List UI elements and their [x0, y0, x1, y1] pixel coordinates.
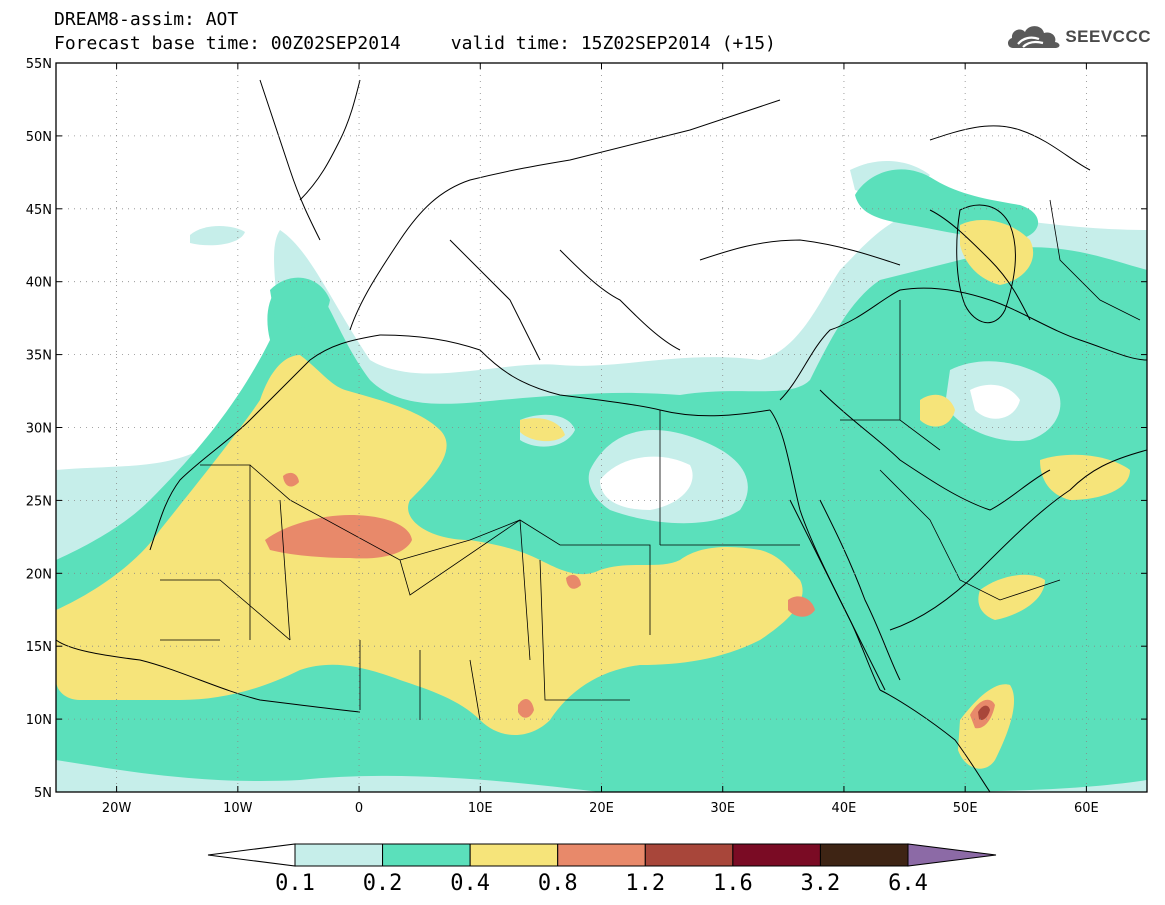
base-time: Forecast base time: 00Z02SEP2014 — [54, 33, 401, 54]
map-title: DREAM8-assim: AOT — [54, 9, 239, 30]
colorbar-label: 1.6 — [713, 871, 753, 896]
cloud-icon — [1008, 26, 1060, 48]
lat-tick-label: 15N — [26, 640, 52, 655]
seevccc-logo: SEEVCCC — [1005, 22, 1151, 52]
aot-level-1.2 — [978, 705, 990, 720]
lon-tick-label: 0 — [355, 801, 363, 816]
colorbar — [207, 843, 997, 867]
colorbar-label: 0.1 — [275, 871, 315, 896]
colorbar-segment — [469, 843, 559, 867]
lat-tick-label: 35N — [26, 349, 52, 364]
lat-tick-label: 25N — [26, 494, 52, 509]
lon-tick-label: 30E — [710, 801, 735, 816]
colorbar-label: 1.2 — [625, 871, 665, 896]
aot-level-0.4 — [56, 220, 1130, 769]
lat-tick-label: 55N — [26, 57, 52, 72]
colorbar-segment — [382, 843, 471, 867]
lon-tick-label: 20E — [589, 801, 614, 816]
lon-tick-label: 10W — [223, 801, 253, 816]
colorbar-segment — [644, 843, 734, 867]
colorbar-segment — [819, 843, 909, 867]
colorbar-label: 0.4 — [450, 871, 490, 896]
coastlines — [56, 79, 1147, 792]
lon-tick-label: 10E — [468, 801, 493, 816]
caspian-outline — [956, 204, 1016, 324]
logo-text: SEEVCCC — [1065, 27, 1151, 46]
lat-tick-label: 5N — [34, 786, 52, 801]
colorbar-segment — [732, 843, 821, 867]
lat-tick-label: 45N — [26, 203, 52, 218]
valid-time: valid time: 15Z02SEP2014 (+15) — [450, 33, 776, 54]
lon-tick-label: 20W — [102, 801, 132, 816]
aot-level-0.8 — [265, 472, 995, 729]
colorbar-labels: 0.1 0.2 0.4 0.8 1.2 1.6 3.2 6.4 — [275, 871, 928, 896]
lon-tick-label: 60E — [1074, 801, 1099, 816]
colorbar-over-arrow — [907, 843, 997, 867]
colorbar-label: 3.2 — [801, 871, 841, 896]
lon-axis-labels: 20W 10W 0 10E 20E 30E 40E 50E 60E — [102, 801, 1099, 816]
lat-tick-label: 10N — [26, 713, 52, 728]
colorbar-under-arrow — [207, 843, 296, 867]
lon-tick-label: 40E — [832, 801, 857, 816]
colorbar-segment — [557, 843, 646, 867]
colorbar-label: 0.2 — [363, 871, 403, 896]
red-sea-outline — [789, 499, 901, 691]
colorbar-label: 6.4 — [888, 871, 928, 896]
colorbar-segment — [294, 843, 384, 867]
lat-tick-label: 40N — [26, 276, 52, 291]
aot-white-holes — [600, 384, 1020, 510]
axis-ticks — [56, 62, 1147, 793]
colorbar-label: 0.8 — [538, 871, 578, 896]
lat-tick-label: 50N — [26, 130, 52, 145]
time-info: Forecast base time: 00Z02SEP2014 valid ti… — [54, 34, 776, 54]
lat-tick-label: 20N — [26, 567, 52, 582]
lat-tick-label: 30N — [26, 422, 52, 437]
country-borders — [160, 199, 1141, 721]
lon-tick-label: 50E — [953, 801, 978, 816]
lat-axis-labels: 55N 50N 45N 40N 35N 30N 25N 20N 15N 10N 5N — [26, 57, 52, 801]
